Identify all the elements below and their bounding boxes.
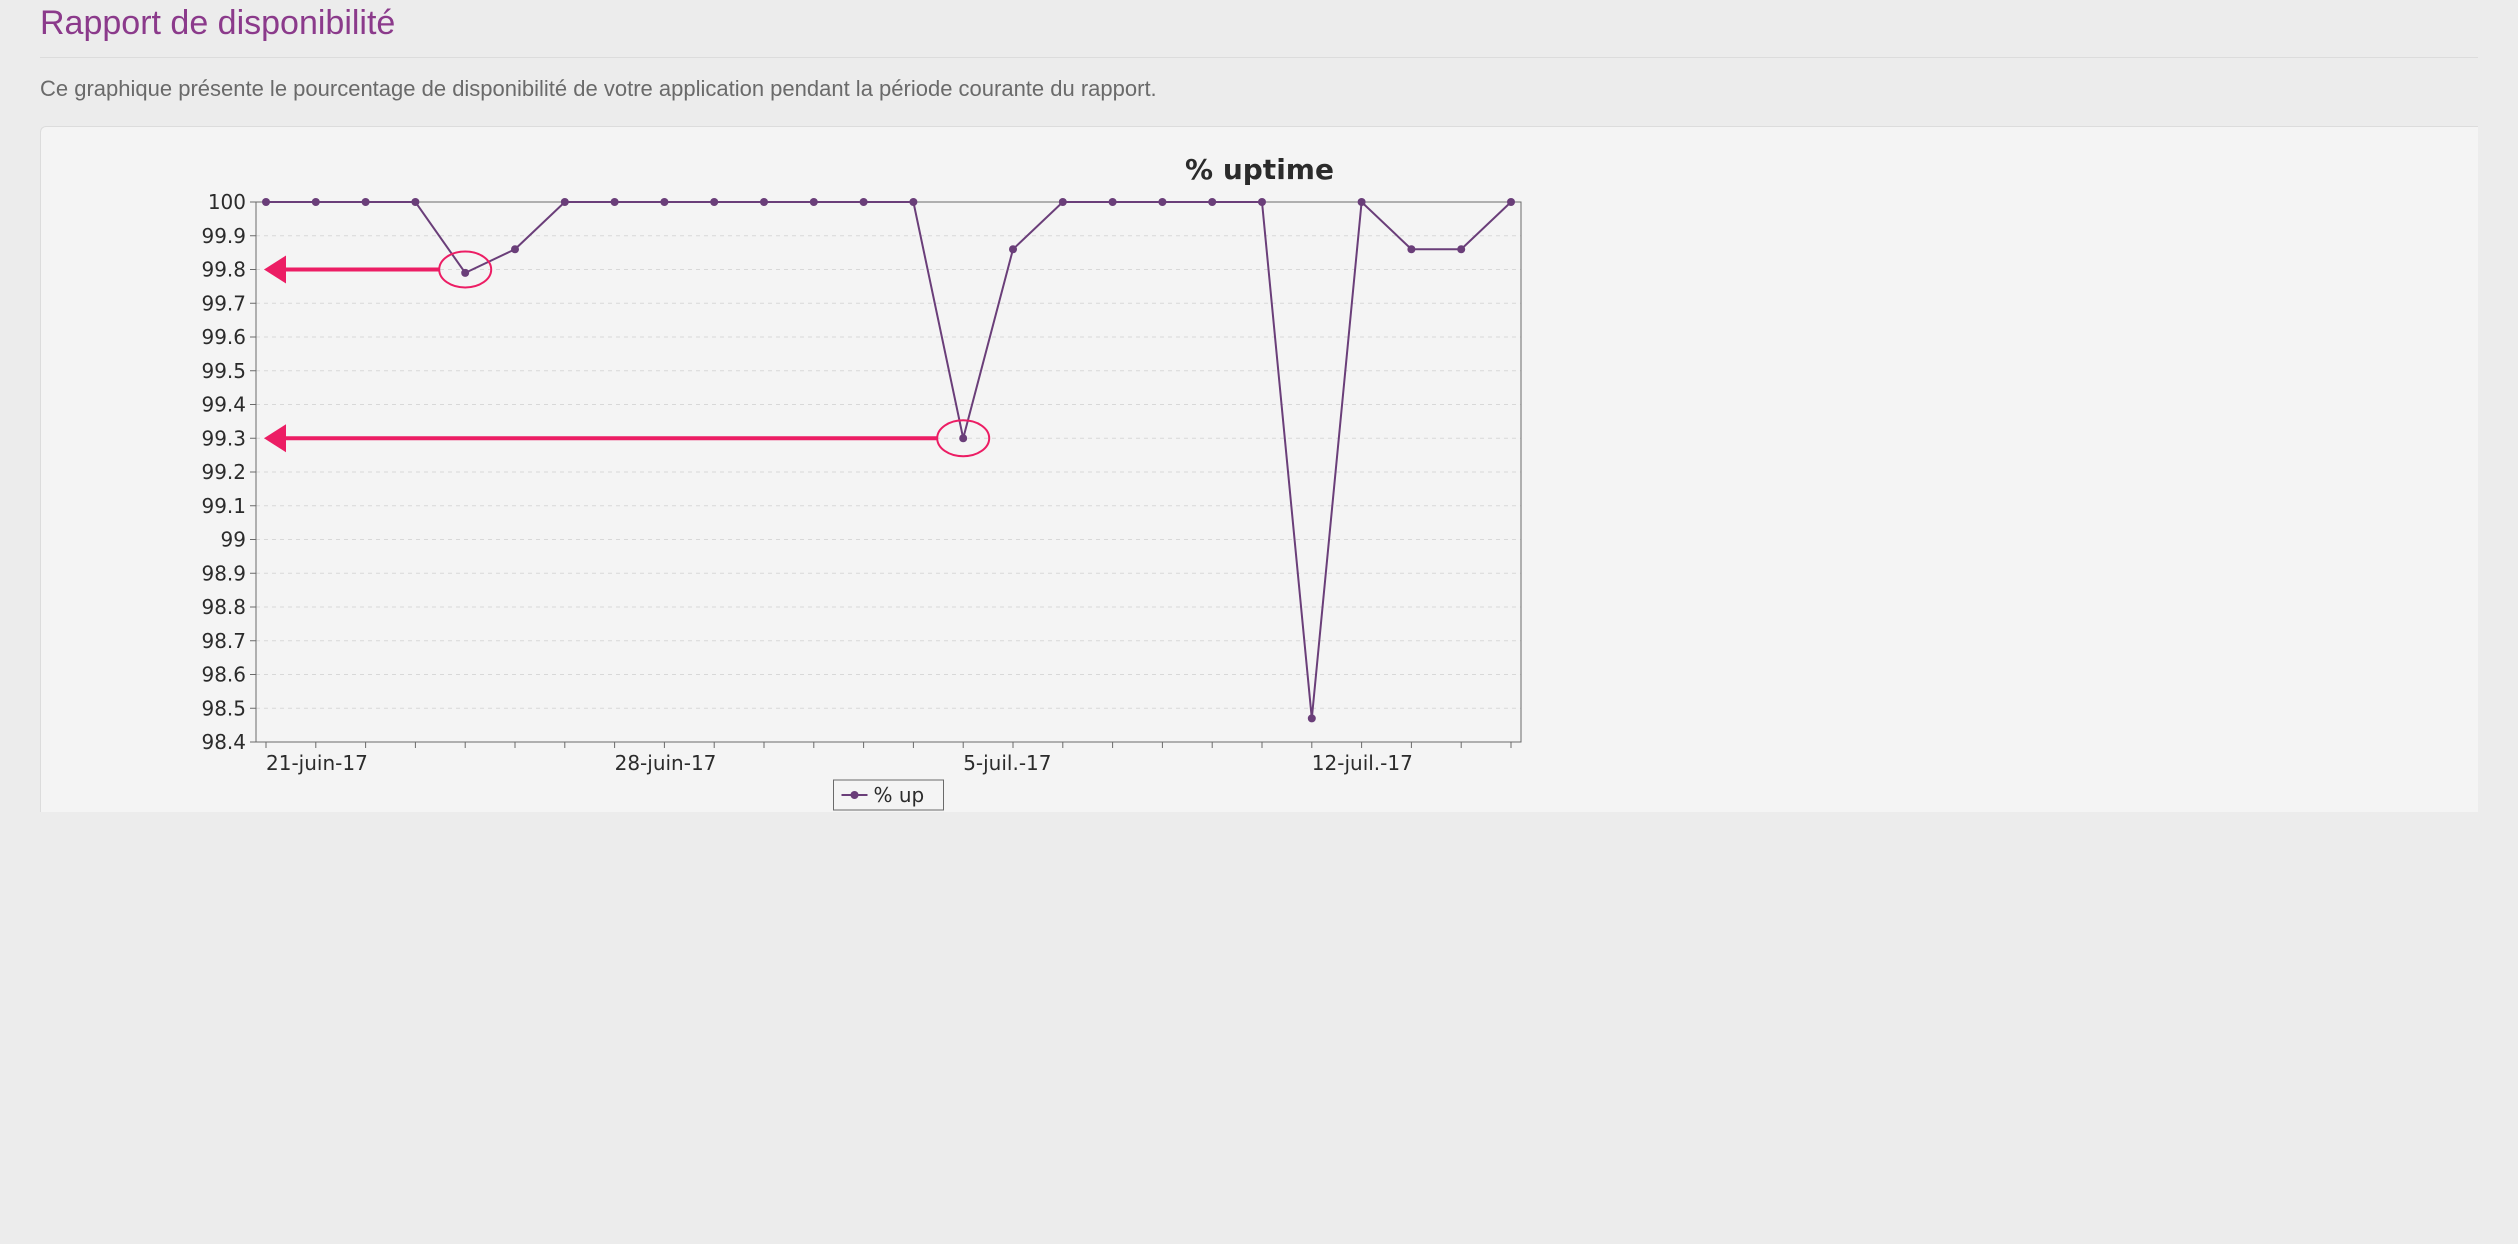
svg-text:99.9: 99.9 xyxy=(201,224,246,248)
svg-text:98.6: 98.6 xyxy=(201,663,246,687)
svg-text:99.1: 99.1 xyxy=(201,494,246,518)
data-point xyxy=(611,198,619,206)
data-point xyxy=(561,198,569,206)
svg-text:99.4: 99.4 xyxy=(201,393,246,417)
data-point xyxy=(1358,198,1366,206)
data-point xyxy=(1507,198,1515,206)
svg-text:99.2: 99.2 xyxy=(201,460,246,484)
data-point xyxy=(760,198,768,206)
svg-text:100: 100 xyxy=(208,192,246,214)
data-point xyxy=(461,269,469,277)
svg-text:99.7: 99.7 xyxy=(201,291,246,315)
svg-text:99.8: 99.8 xyxy=(201,258,246,282)
svg-text:98.9: 98.9 xyxy=(201,561,246,585)
page-subtitle: Ce graphique présente le pourcentage de … xyxy=(40,76,2478,102)
uptime-chart: 100 99.9 99.8 99.7 99.6 99.5 99.4 99.3 99.2 99.1 9… xyxy=(41,192,1541,812)
data-point xyxy=(1308,714,1316,722)
data-point xyxy=(1457,245,1465,253)
data-point xyxy=(810,198,818,206)
data-point xyxy=(1059,198,1067,206)
data-point xyxy=(1009,245,1017,253)
data-point xyxy=(511,245,519,253)
svg-text:99.5: 99.5 xyxy=(201,359,246,383)
data-point xyxy=(959,434,967,442)
data-point xyxy=(860,198,868,206)
svg-text:99.6: 99.6 xyxy=(201,325,246,349)
svg-text:98.5: 98.5 xyxy=(201,696,246,720)
data-point xyxy=(1258,198,1266,206)
data-point xyxy=(411,198,419,206)
data-point xyxy=(1208,198,1216,206)
svg-text:98.8: 98.8 xyxy=(201,595,246,619)
svg-text:28-juin-17: 28-juin-17 xyxy=(615,751,717,775)
data-point xyxy=(362,198,370,206)
svg-text:98.4: 98.4 xyxy=(201,730,246,754)
svg-text:99.3: 99.3 xyxy=(201,426,246,450)
annotation-arrow-head xyxy=(264,256,286,284)
data-point xyxy=(1158,198,1166,206)
legend-label: % up xyxy=(874,783,925,807)
data-point xyxy=(1407,245,1415,253)
chart-card: % uptime 100 99.9 99.8 99.7 99.6 99.5 99.4 99.3… xyxy=(40,126,2478,812)
annotation-arrow-head xyxy=(264,424,286,452)
svg-text:98.7: 98.7 xyxy=(201,629,246,653)
data-point xyxy=(262,198,270,206)
data-point xyxy=(660,198,668,206)
svg-text:5-juil.-17: 5-juil.-17 xyxy=(963,751,1051,775)
data-point xyxy=(909,198,917,206)
data-point xyxy=(312,198,320,206)
svg-text:12-juil.-17: 12-juil.-17 xyxy=(1312,751,1413,775)
svg-text:21-juin-17: 21-juin-17 xyxy=(266,751,368,775)
divider xyxy=(40,57,2478,58)
data-point xyxy=(710,198,718,206)
data-point xyxy=(1109,198,1117,206)
svg-text:99: 99 xyxy=(221,528,246,552)
page-title: Rapport de disponibilité xyxy=(40,4,2478,43)
chart-title: % uptime xyxy=(41,153,2478,186)
